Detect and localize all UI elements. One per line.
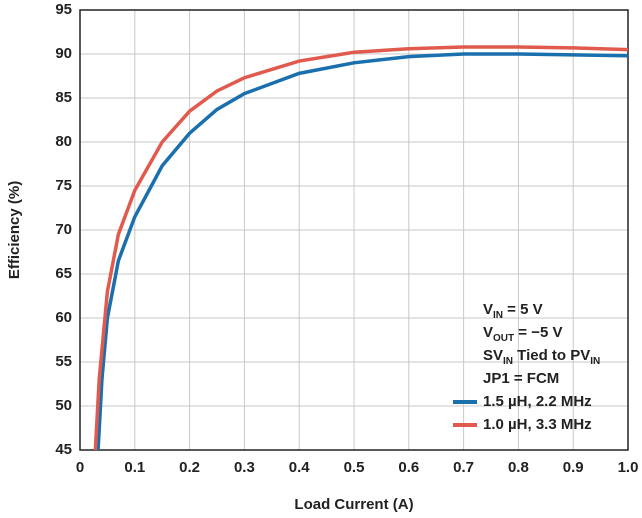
y-tick-label: 50 <box>55 397 72 414</box>
y-tick-label: 90 <box>55 45 72 62</box>
y-tick-label: 70 <box>55 221 72 238</box>
annotation: SVIN Tied to PVIN <box>483 347 600 367</box>
subscript: OUT <box>493 333 514 344</box>
legend-label: 1.0 µH, 3.3 MHz <box>483 416 592 433</box>
legend-label: 1.5 µH, 2.2 MHz <box>483 393 592 410</box>
subscript: IN <box>493 310 503 321</box>
line <box>93 45 628 450</box>
annotation-text: V <box>483 324 493 341</box>
x-tick-label: 0.3 <box>234 459 255 476</box>
x-tick-label: 1.0 <box>618 459 639 476</box>
x-tick-label: 0.6 <box>398 459 419 476</box>
y-tick-label: 95 <box>55 1 72 18</box>
x-tick-label: 0.7 <box>453 459 474 476</box>
x-tick-label: 0.9 <box>563 459 584 476</box>
y-tick-label: 75 <box>55 177 72 194</box>
y-tick-label: 80 <box>55 133 72 150</box>
plot-frame <box>79 9 629 451</box>
subscript: IN <box>590 356 600 367</box>
annotation: VIN = 5 V <box>483 301 543 321</box>
annotation-text: = 5 V <box>503 301 543 318</box>
x-axis-label: Load Current (A) <box>294 496 413 513</box>
annotation-text: V <box>483 301 493 318</box>
x-tick-label: 0.8 <box>508 459 529 476</box>
y-tick-label: 65 <box>55 265 72 282</box>
annotation-text: JP1 = FCM <box>483 370 559 387</box>
y-tick-label: 60 <box>55 309 72 326</box>
annotation: JP1 = FCM <box>483 370 559 387</box>
x-tick-label: 0.5 <box>344 459 365 476</box>
y-tick-label: 55 <box>55 353 72 370</box>
line <box>96 52 628 450</box>
y-tick-label: 85 <box>55 89 72 106</box>
annotation-text: = −5 V <box>514 324 562 341</box>
x-tick-label: 0 <box>76 459 84 476</box>
x-tick-label: 0.4 <box>289 459 311 476</box>
y-tick-label: 45 <box>55 441 72 458</box>
annotation-text: SV <box>483 347 503 364</box>
y-axis-label: Efficiency (%) <box>6 181 23 279</box>
subscript: IN <box>503 356 513 367</box>
annotation: VOUT = −5 V <box>483 324 563 344</box>
x-tick-label: 0.1 <box>124 459 145 476</box>
x-tick-label: 0.2 <box>179 459 200 476</box>
annotation-text: Tied to PV <box>513 347 590 364</box>
